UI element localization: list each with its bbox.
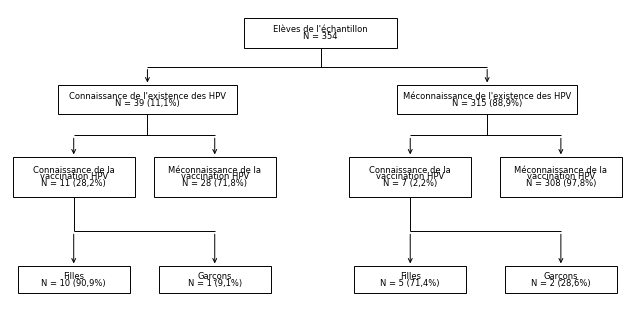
Text: N = 308 (97,8%): N = 308 (97,8%) bbox=[526, 179, 596, 188]
Text: N = 354: N = 354 bbox=[303, 32, 338, 41]
FancyBboxPatch shape bbox=[505, 266, 617, 293]
Text: Filles: Filles bbox=[63, 272, 84, 281]
Text: N = 315 (88,9%): N = 315 (88,9%) bbox=[452, 99, 522, 107]
FancyBboxPatch shape bbox=[159, 266, 271, 293]
FancyBboxPatch shape bbox=[397, 85, 577, 114]
Text: N = 39 (11,1%): N = 39 (11,1%) bbox=[115, 99, 180, 107]
FancyBboxPatch shape bbox=[13, 157, 135, 197]
Text: N = 1 (9,1%): N = 1 (9,1%) bbox=[188, 279, 242, 288]
Text: N = 5 (71,4%): N = 5 (71,4%) bbox=[381, 279, 440, 288]
FancyBboxPatch shape bbox=[154, 157, 276, 197]
FancyBboxPatch shape bbox=[18, 266, 129, 293]
Text: N = 28 (71,8%): N = 28 (71,8%) bbox=[182, 179, 247, 188]
Text: Garçons: Garçons bbox=[544, 272, 578, 281]
FancyBboxPatch shape bbox=[500, 157, 622, 197]
FancyBboxPatch shape bbox=[58, 85, 237, 114]
Text: Garçons: Garçons bbox=[197, 272, 232, 281]
Text: N = 10 (90,9%): N = 10 (90,9%) bbox=[42, 279, 106, 288]
Text: Connaissance de l'existence des HPV: Connaissance de l'existence des HPV bbox=[69, 92, 226, 100]
Text: Elèves de l'échantillon: Elèves de l'échantillon bbox=[273, 25, 368, 34]
Text: vaccination HPV: vaccination HPV bbox=[527, 173, 595, 181]
Text: N = 2 (28,6%): N = 2 (28,6%) bbox=[531, 279, 591, 288]
Text: Méconnaissance de l'existence des HPV: Méconnaissance de l'existence des HPV bbox=[403, 92, 571, 100]
Text: Connaissance de la: Connaissance de la bbox=[33, 166, 115, 174]
Text: Méconnaissance de la: Méconnaissance de la bbox=[514, 166, 608, 174]
Text: vaccination HPV: vaccination HPV bbox=[40, 173, 108, 181]
Text: N = 11 (28,2%): N = 11 (28,2%) bbox=[41, 179, 106, 188]
Text: vaccination HPV: vaccination HPV bbox=[181, 173, 249, 181]
Text: Méconnaissance de la: Méconnaissance de la bbox=[168, 166, 262, 174]
Text: N = 7 (2,2%): N = 7 (2,2%) bbox=[383, 179, 437, 188]
FancyBboxPatch shape bbox=[349, 157, 471, 197]
Text: Connaissance de la: Connaissance de la bbox=[369, 166, 451, 174]
FancyBboxPatch shape bbox=[354, 266, 467, 293]
FancyBboxPatch shape bbox=[244, 18, 397, 48]
Text: vaccination HPV: vaccination HPV bbox=[376, 173, 444, 181]
Text: Filles: Filles bbox=[400, 272, 420, 281]
